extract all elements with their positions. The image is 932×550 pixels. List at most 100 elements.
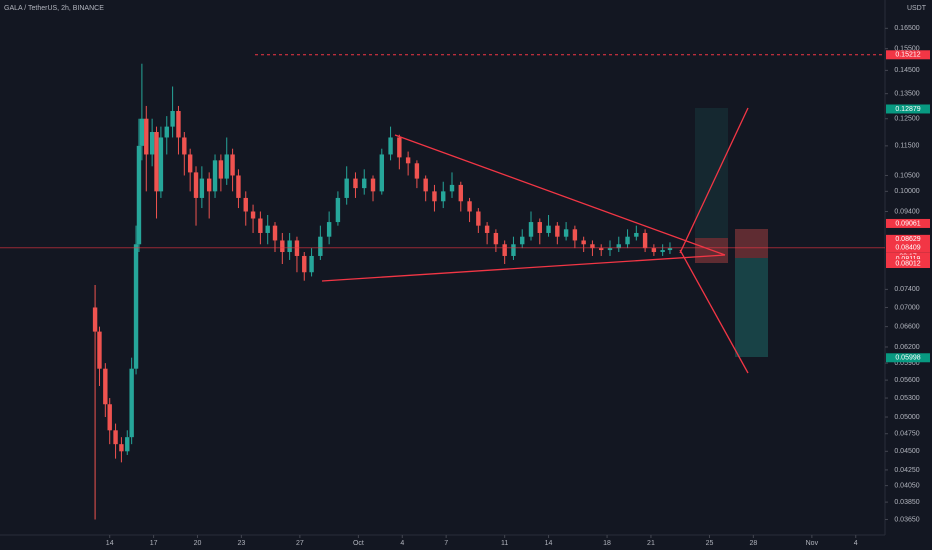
candle-body — [136, 145, 142, 245]
x-tick-label: 14 — [545, 540, 553, 547]
candle-body — [616, 244, 621, 249]
x-tick-label: 11 — [501, 540, 508, 547]
candle-body — [154, 132, 159, 192]
candle-body — [272, 225, 278, 241]
x-tick-label: 4 — [400, 540, 404, 547]
candle-body — [537, 222, 542, 233]
candle-body — [370, 178, 376, 192]
candle-body — [344, 178, 349, 198]
chart-title: GALA / TetherUS, 2h, BINANCE — [4, 5, 104, 12]
candle-body — [520, 236, 525, 245]
candle-body — [302, 255, 307, 273]
candle-body — [634, 232, 639, 237]
candle-body — [250, 211, 256, 219]
candle-body — [476, 211, 481, 226]
y-tick-label: 0.04050 — [894, 482, 919, 489]
candle-body — [660, 250, 665, 253]
x-tick-label: 7 — [444, 540, 448, 547]
x-tick-label: 18 — [603, 540, 611, 547]
short-stop-zone — [735, 229, 768, 258]
y-tick-label: 0.09400 — [894, 208, 919, 215]
price-badge-label: 0.12879 — [895, 106, 920, 113]
candle-body — [493, 232, 499, 245]
x-tick-label: 23 — [237, 540, 245, 547]
candle-body — [243, 197, 248, 212]
candle-body — [113, 430, 118, 445]
candle-body — [199, 178, 205, 198]
candle-body — [397, 137, 402, 158]
candle-body — [467, 201, 472, 212]
candle-body — [432, 191, 437, 202]
y-tick-label: 0.07400 — [894, 286, 919, 293]
candle-body — [599, 248, 604, 251]
candle-body — [176, 110, 181, 138]
y-tick-label: 0.03650 — [894, 516, 919, 523]
candle-body — [119, 444, 124, 452]
candle-body — [362, 178, 367, 189]
candle-body — [379, 154, 384, 192]
candle-body — [187, 154, 193, 173]
y-tick-label: 0.04500 — [894, 448, 919, 455]
candle-body — [511, 244, 516, 256]
y-tick-label: 0.05900 — [894, 360, 919, 367]
x-tick-label: 21 — [647, 540, 655, 547]
candle-body — [212, 160, 218, 192]
candle-body — [581, 240, 586, 245]
candle-body — [388, 137, 393, 155]
y-tick-label: 0.10000 — [894, 188, 919, 195]
x-tick-label: 4 — [854, 540, 858, 547]
trendline — [321, 254, 726, 282]
candle-body — [335, 197, 341, 223]
y-tick-label: 0.06600 — [894, 323, 919, 330]
candle-body — [528, 222, 534, 237]
candle-body — [236, 175, 241, 198]
y-tick-label: 0.10500 — [894, 172, 919, 179]
candle-body — [144, 118, 149, 155]
candle-body — [502, 244, 507, 256]
candle-body — [125, 437, 130, 452]
candle-body — [555, 225, 560, 237]
candle-body — [651, 248, 657, 253]
candle-body — [458, 184, 463, 202]
candle-body — [625, 236, 630, 245]
candle-body — [92, 307, 98, 332]
candle-body — [405, 157, 411, 164]
price-badge — [886, 50, 930, 60]
x-tick-label: 28 — [749, 540, 757, 547]
candles — [92, 63, 673, 520]
candle-body — [280, 240, 285, 253]
price-badge-label: 0.08409 — [895, 245, 920, 252]
candle-body — [158, 137, 164, 192]
candle-body — [546, 225, 551, 233]
y-tick-label: 0.04250 — [894, 467, 919, 474]
x-tick-label: 25 — [706, 540, 714, 547]
y-tick-label: 0.07000 — [894, 304, 919, 311]
candle-body — [103, 368, 108, 405]
x-tick-label: 17 — [150, 540, 158, 547]
candle-body — [230, 154, 235, 176]
price-badge — [886, 243, 930, 253]
candle-body — [97, 331, 102, 369]
candle-body — [107, 404, 112, 431]
price-badge — [886, 104, 930, 114]
candle-body — [218, 160, 224, 179]
candle-body — [484, 225, 490, 233]
x-tick-label: 14 — [106, 540, 114, 547]
y-tick-label: 0.03850 — [894, 499, 919, 506]
candle-body — [139, 118, 145, 146]
price-badge-label: 0.09061 — [895, 220, 920, 227]
trendline — [679, 249, 749, 374]
y-tick-label: 0.04750 — [894, 431, 919, 438]
candle-body — [149, 132, 155, 155]
candle-body — [170, 110, 175, 127]
candle-body — [423, 178, 428, 192]
price-badge-label: 0.08629 — [895, 236, 920, 243]
y-tick-label: 0.11500 — [895, 143, 920, 150]
candle-body — [590, 244, 595, 249]
candle-body — [326, 222, 332, 237]
y-tick-label: 0.15500 — [894, 46, 919, 53]
candle-body — [642, 232, 648, 249]
candle-body — [206, 178, 212, 192]
candle-body — [182, 137, 187, 155]
candle-body — [164, 126, 169, 138]
